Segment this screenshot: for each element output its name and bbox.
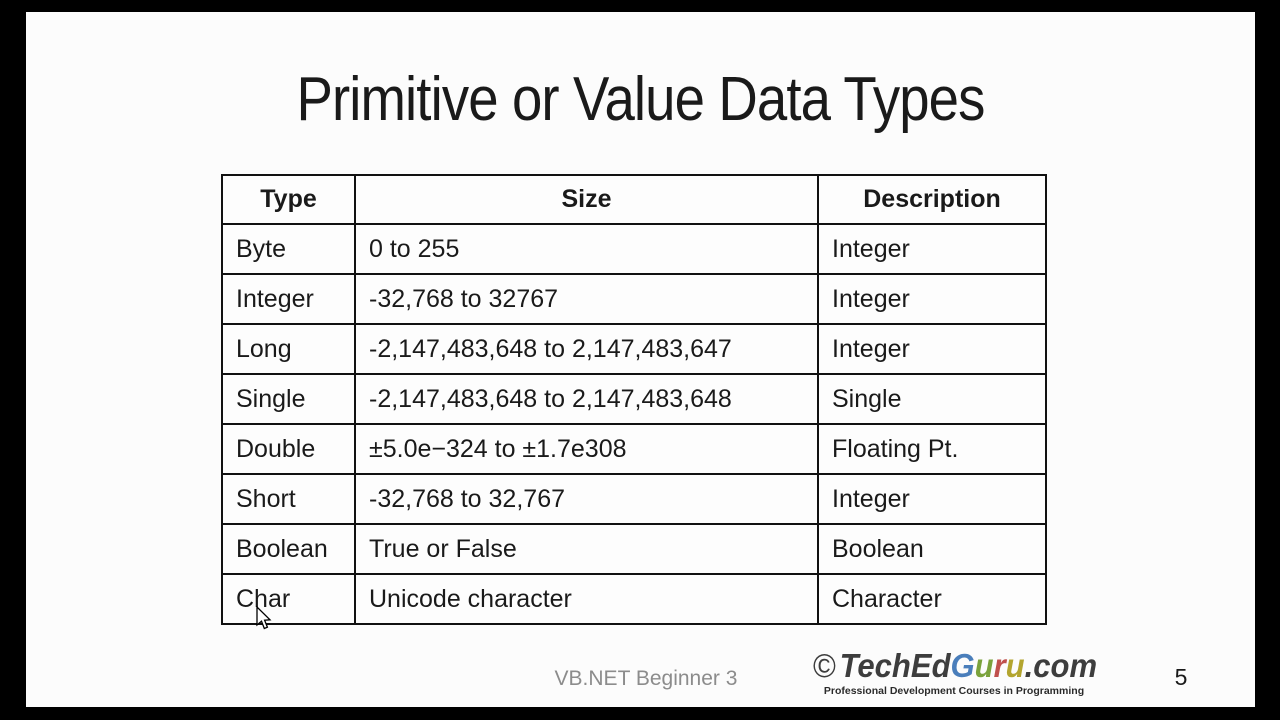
cell-description: Integer <box>817 473 1047 525</box>
logo-wordmark: © TechEdGuru.com <box>813 647 1098 684</box>
copyright-symbol: © <box>813 647 836 684</box>
table-header-row: Type Size Description <box>221 174 1047 225</box>
footer-course-label: VB.NET Beginner 3 <box>554 667 738 690</box>
cell-size: Unicode character <box>354 573 819 625</box>
slide-title: Primitive or Value Data Types <box>296 65 985 134</box>
cell-type: Double <box>221 423 356 475</box>
logo-segment: r <box>993 647 1006 684</box>
cell-description: Character <box>817 573 1047 625</box>
logo-segment: .com <box>1024 647 1098 684</box>
cell-type: Char <box>221 573 356 625</box>
logo-segment: u <box>1005 647 1025 684</box>
column-header-size: Size <box>354 174 819 225</box>
table-row: Boolean True or False Boolean <box>221 523 1047 575</box>
cell-size: True or False <box>354 523 819 575</box>
data-types-table: Type Size Description Byte 0 to 255 Inte… <box>221 174 1047 625</box>
column-header-description: Description <box>817 174 1047 225</box>
cell-description: Floating Pt. <box>817 423 1047 475</box>
table-row: Short -32,768 to 32,767 Integer <box>221 473 1047 525</box>
table-row: Double ±5.0e−324 to ±1.7e308 Floating Pt… <box>221 423 1047 475</box>
cell-type: Long <box>221 323 356 375</box>
table-row: Byte 0 to 255 Integer <box>221 223 1047 275</box>
table-row: Integer -32,768 to 32767 Integer <box>221 273 1047 325</box>
mouse-cursor-icon <box>256 606 272 630</box>
table-row: Char Unicode character Character <box>221 573 1047 625</box>
table-row: Single -2,147,483,648 to 2,147,483,648 S… <box>221 373 1047 425</box>
cell-type: Boolean <box>221 523 356 575</box>
cell-size: 0 to 255 <box>354 223 819 275</box>
cell-size: ±5.0e−324 to ±1.7e308 <box>354 423 819 475</box>
logo-tagline: Professional Development Courses in Prog… <box>823 685 1085 698</box>
slide-page-number: 5 <box>1174 664 1188 690</box>
techedguru-logo: © TechEdGuru.com Professional Development… <box>804 647 1104 698</box>
cell-type: Byte <box>221 223 356 275</box>
logo-segment: u <box>974 647 994 684</box>
cell-description: Integer <box>817 273 1047 325</box>
cell-size: -2,147,483,648 to 2,147,483,647 <box>354 323 819 375</box>
logo-segment: TechEd <box>839 647 951 684</box>
cell-type: Single <box>221 373 356 425</box>
column-header-type: Type <box>221 174 356 225</box>
table-row: Long -2,147,483,648 to 2,147,483,647 Int… <box>221 323 1047 375</box>
cell-description: Integer <box>817 323 1047 375</box>
cell-size: -32,768 to 32,767 <box>354 473 819 525</box>
cell-size: -32,768 to 32767 <box>354 273 819 325</box>
cell-description: Single <box>817 373 1047 425</box>
cell-type: Short <box>221 473 356 525</box>
cell-description: Boolean <box>817 523 1047 575</box>
cell-size: -2,147,483,648 to 2,147,483,648 <box>354 373 819 425</box>
presentation-slide: Primitive or Value Data Types Type Size … <box>26 12 1255 707</box>
logo-segment: G <box>950 647 975 684</box>
cell-description: Integer <box>817 223 1047 275</box>
cell-type: Integer <box>221 273 356 325</box>
